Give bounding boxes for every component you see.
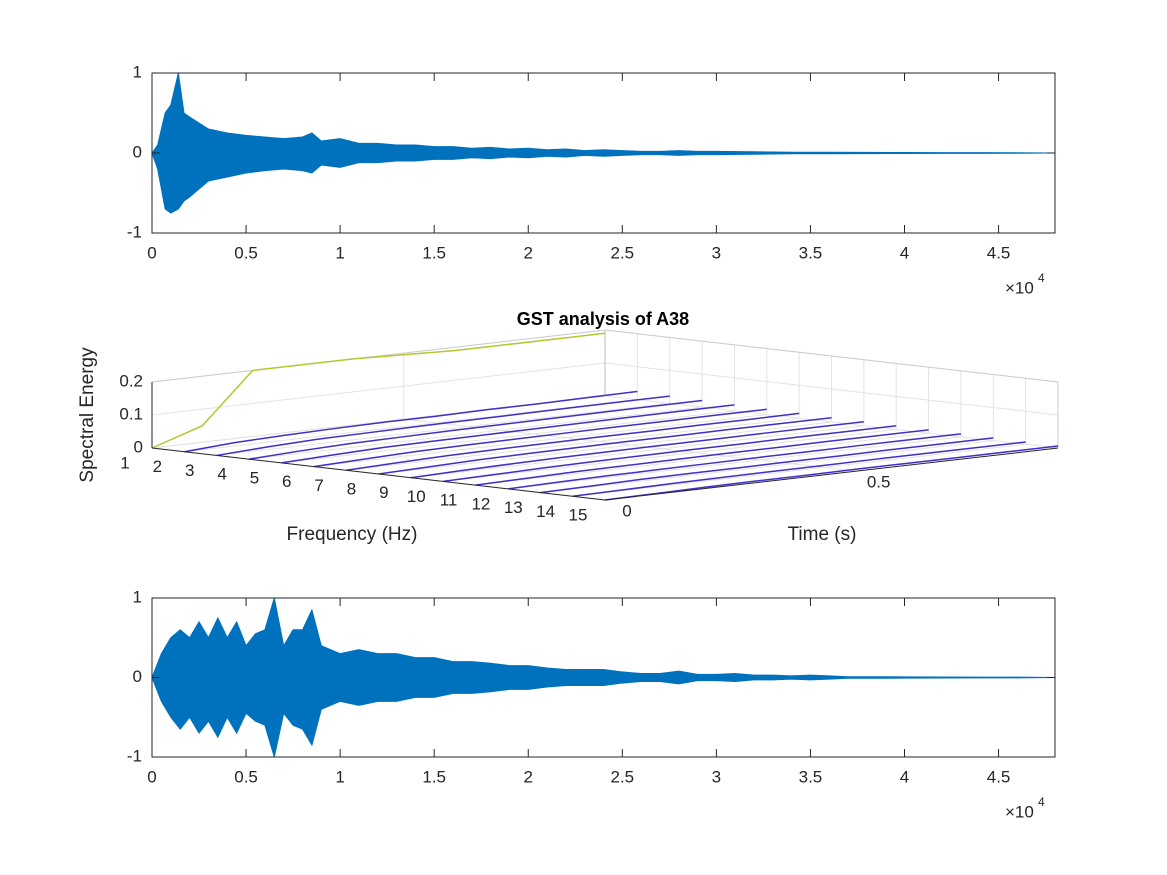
x-tick-label: 9 <box>379 483 388 502</box>
x-axis-label: Frequency (Hz) <box>287 524 418 545</box>
x-tick-label: 0 <box>147 243 156 262</box>
waterfall-curve <box>313 408 767 468</box>
grid-line <box>572 443 1026 497</box>
x-tick-label: 7 <box>314 476 323 495</box>
x-tick-label: 13 <box>504 498 523 517</box>
x-tick-label: 3 <box>712 767 721 786</box>
grid-line <box>475 432 929 486</box>
x-tick-label: 2 <box>153 457 162 476</box>
x-tick-label: 4 <box>900 243 909 262</box>
grid-line <box>443 428 897 482</box>
grid-line <box>216 402 670 456</box>
x-tick-label: 8 <box>347 479 356 498</box>
x-tick-label: 1.5 <box>422 767 446 786</box>
x-tick-label: 5 <box>250 468 259 487</box>
grid-line <box>346 417 800 471</box>
grid-line <box>151 362 606 416</box>
grid-line <box>281 410 735 464</box>
x-tick-label: 4.5 <box>987 243 1011 262</box>
x-tick-label: 2.5 <box>610 767 634 786</box>
waterfall-curve <box>184 390 638 453</box>
grid-line <box>507 436 961 490</box>
x-tick-label: 2.5 <box>610 243 634 262</box>
z-axis-label: Spectral Energy <box>77 347 98 483</box>
waveform-envelope <box>151 677 1056 758</box>
grid-line <box>249 406 703 460</box>
x-tick-label: 3.5 <box>799 767 823 786</box>
x-axis-line <box>151 447 606 501</box>
x-tick-label: 0.5 <box>234 767 258 786</box>
waterfall-curve <box>475 429 929 486</box>
z-tick-label: 0.2 <box>119 371 143 390</box>
x-tick-label: 4.5 <box>987 767 1011 786</box>
grid-line <box>604 362 1059 416</box>
x-tick-label: 4 <box>217 465 226 484</box>
z-tick-label: 0.1 <box>119 404 143 423</box>
y-tick-label: 0.5 <box>867 473 891 492</box>
axis-multiplier: ×10 <box>1005 278 1034 297</box>
x-tick-label: 3 <box>185 461 194 480</box>
waterfall-curve <box>540 437 994 494</box>
waterfall-curve <box>346 412 800 472</box>
x-tick-label: 10 <box>407 487 426 506</box>
y-tick-label: -1 <box>127 746 142 765</box>
waveform-envelope <box>151 72 1056 154</box>
y-tick-label: 0 <box>622 501 631 520</box>
waterfall-curve <box>281 404 735 464</box>
grid-line <box>410 425 864 479</box>
x-tick-label: 6 <box>282 472 291 491</box>
y-tick-label: 1 <box>133 62 142 81</box>
x-tick-label: 4 <box>900 767 909 786</box>
x-tick-label: 1 <box>335 767 344 786</box>
axis-edge <box>604 329 1059 383</box>
x-tick-label: 14 <box>536 502 555 521</box>
waterfall-curve <box>572 441 1026 498</box>
axis-edge <box>151 329 606 383</box>
waterfall-curve <box>248 399 703 460</box>
waterfall-curve <box>443 425 897 483</box>
axis-multiplier-exponent: 4 <box>1038 795 1045 809</box>
waterfall-curve <box>410 421 864 479</box>
x-tick-label: 3 <box>712 243 721 262</box>
x-tick-label: 1 <box>335 243 344 262</box>
axis-multiplier-exponent: 4 <box>1038 271 1045 285</box>
waterfall-curve <box>604 445 1059 501</box>
y-tick-label: 1 <box>133 587 142 606</box>
axis-multiplier: ×10 <box>1005 802 1034 821</box>
grid-line <box>540 440 994 494</box>
x-tick-label: 2 <box>524 243 533 262</box>
x-tick-label: 11 <box>440 491 458 510</box>
chart-title: GST analysis of A38 <box>517 309 689 329</box>
x-tick-label: 2 <box>524 767 533 786</box>
y-axis-label: Time (s) <box>788 524 857 545</box>
waveform-envelope <box>151 152 1056 214</box>
x-tick-label: 12 <box>471 494 490 513</box>
waterfall-curve <box>378 416 832 475</box>
y-tick-label: 0 <box>133 667 142 686</box>
x-tick-label: 3.5 <box>799 243 823 262</box>
x-tick-label: 1.5 <box>422 243 446 262</box>
grid-line <box>313 414 767 468</box>
grid-line <box>378 421 832 475</box>
x-tick-label: 0 <box>147 767 156 786</box>
x-tick-label: 1 <box>120 453 129 472</box>
waterfall-curve <box>216 395 670 457</box>
waterfall-curve <box>151 332 606 449</box>
x-tick-label: 15 <box>569 505 588 524</box>
y-tick-label: 0 <box>133 142 142 161</box>
waveform-envelope <box>151 597 1056 678</box>
waterfall-curve <box>507 433 962 490</box>
y-axis-line <box>604 447 1059 501</box>
y-tick-label: -1 <box>127 222 142 241</box>
x-tick-label: 0.5 <box>234 243 258 262</box>
z-tick-label: 0 <box>134 437 143 456</box>
